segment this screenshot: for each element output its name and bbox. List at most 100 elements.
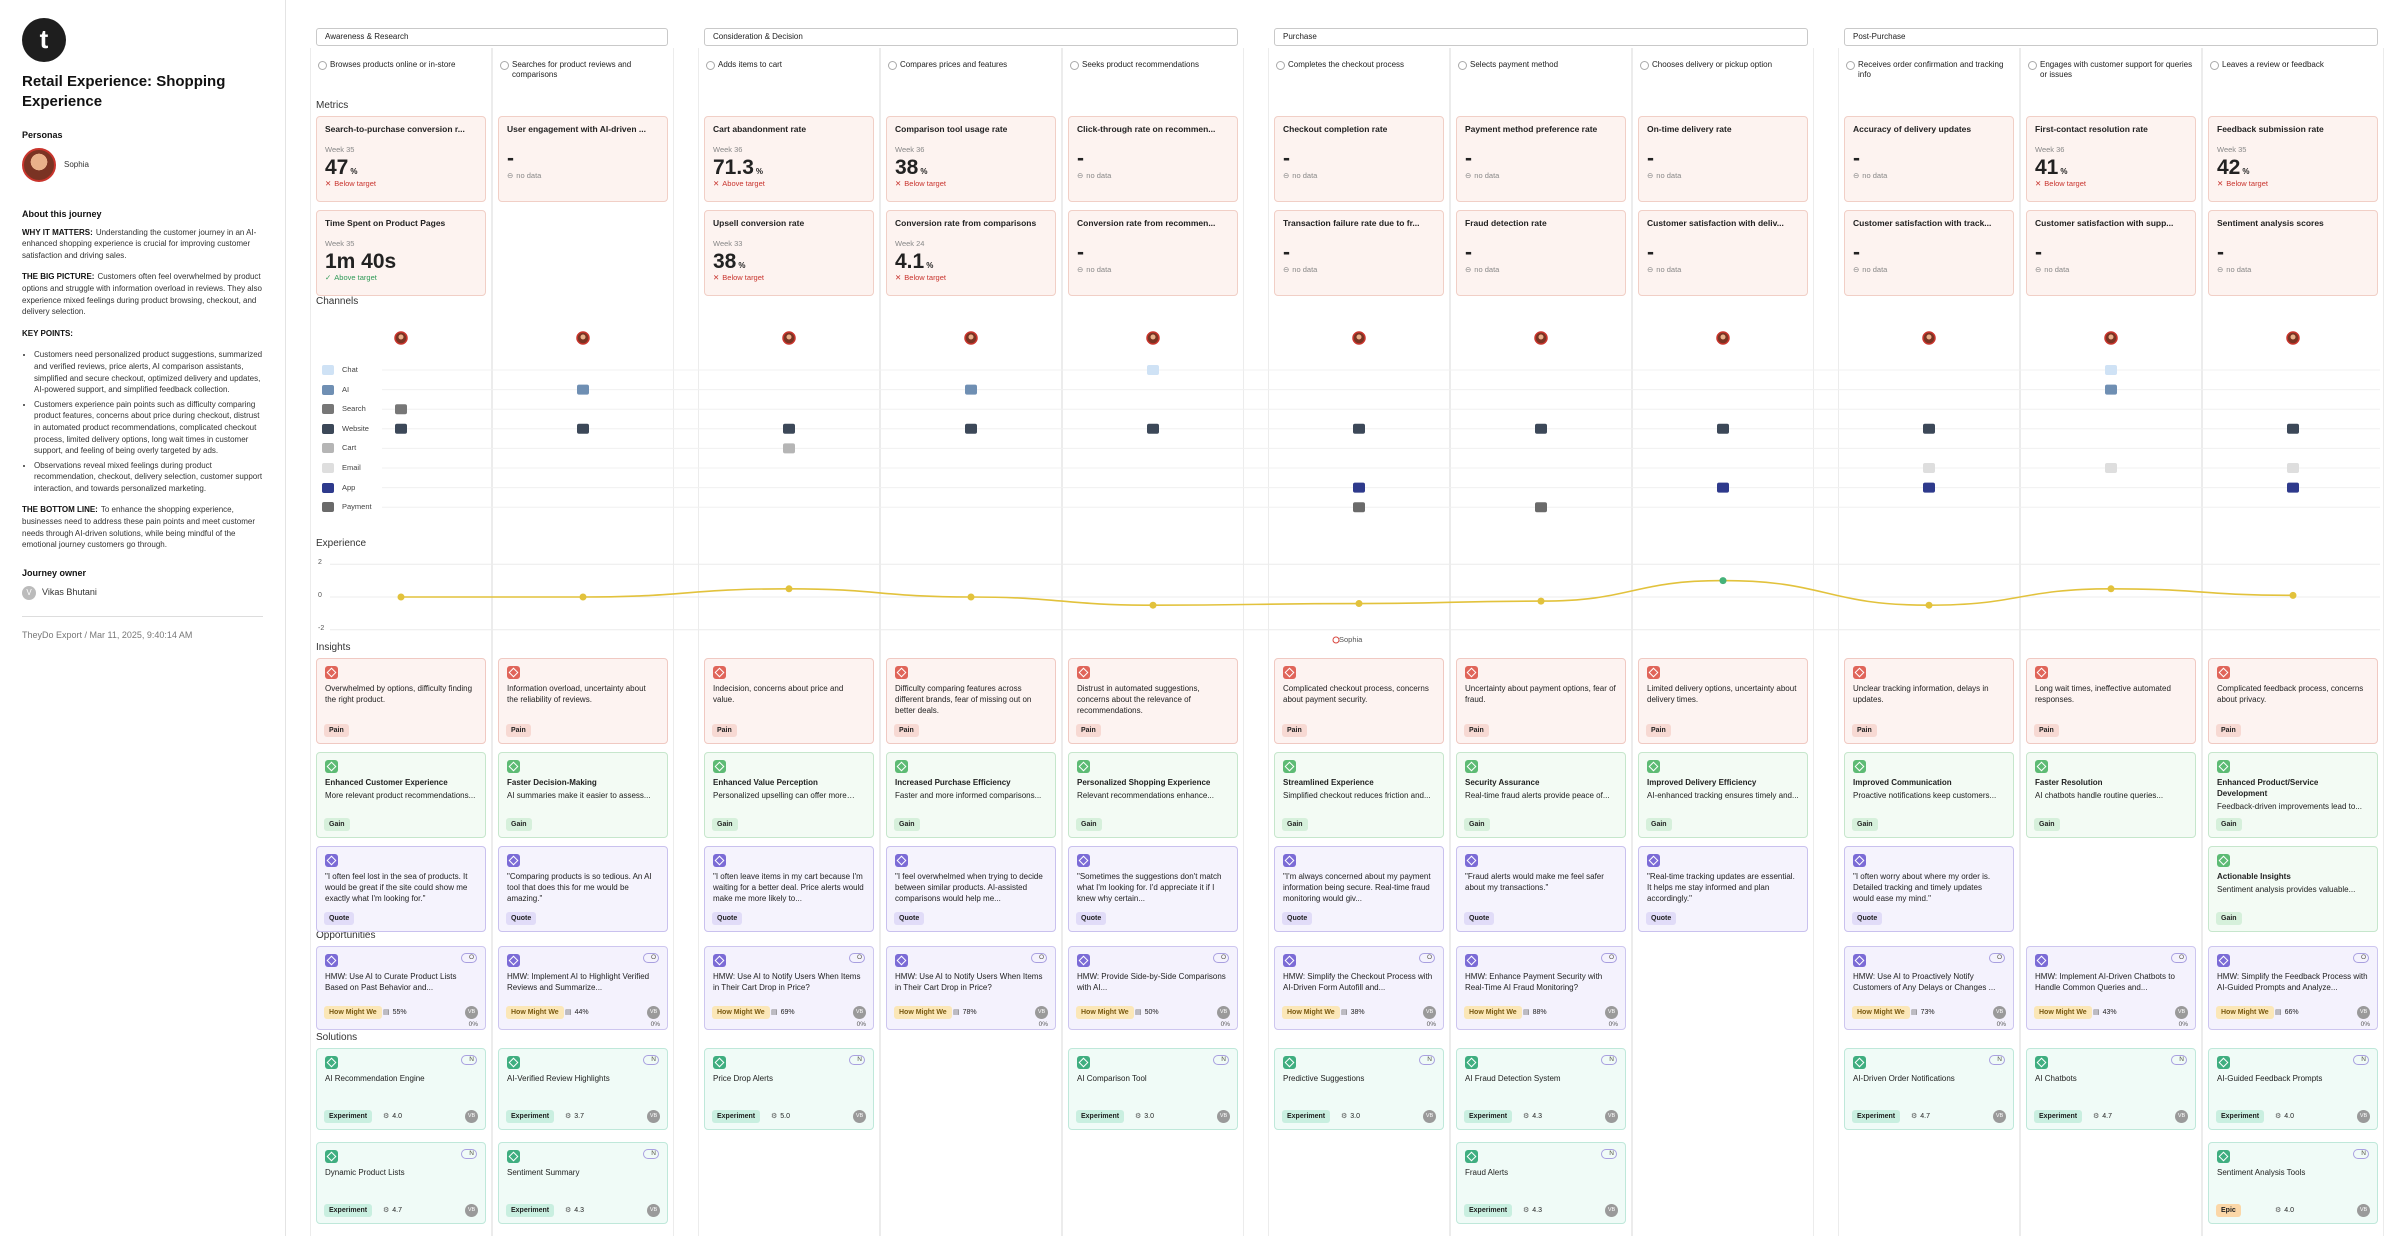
metric-card[interactable]: User engagement with AI-driven ... -no da… bbox=[498, 116, 668, 202]
insight-card[interactable]: Long wait times, ineffective automated r… bbox=[2026, 658, 2196, 744]
metric-card[interactable]: Time Spent on Product Pages Week 35 1m 40s… bbox=[316, 210, 486, 296]
step[interactable]: Compares prices and features bbox=[886, 60, 1056, 86]
opportunity-card[interactable]: O HMW: Use AI to Notify Users When Items … bbox=[704, 946, 874, 1030]
insight-card[interactable]: Faster Resolution AI chatbots handle rout… bbox=[2026, 752, 2196, 838]
insight-card[interactable]: Improved Communication Proactive notifica… bbox=[1844, 752, 2014, 838]
metric-card[interactable]: Customer satisfaction with deliv... -no d… bbox=[1638, 210, 1808, 296]
step[interactable]: Chooses delivery or pickup option bbox=[1638, 60, 1808, 86]
solution-card[interactable]: N AI-Guided Feedback Prompts Experiment 4.0… bbox=[2208, 1048, 2378, 1130]
step[interactable]: Receives order confirmation and tracking… bbox=[1844, 60, 2014, 86]
metric-card[interactable]: Transaction failure rate due to fr... -no… bbox=[1274, 210, 1444, 296]
opportunity-card[interactable]: O HMW: Use AI to Proactively Notify Custo… bbox=[1844, 946, 2014, 1030]
opportunity-card[interactable]: O HMW: Enhance Payment Security with Real… bbox=[1456, 946, 1626, 1030]
step[interactable]: Searches for product reviews and compari… bbox=[498, 60, 668, 86]
step[interactable]: Leaves a review or feedback bbox=[2208, 60, 2378, 86]
insight-card[interactable]: Distrust in automated suggestions, conce… bbox=[1068, 658, 1238, 744]
solution-tag: Experiment bbox=[1464, 1203, 1513, 1217]
solution-card[interactable]: N AI-Verified Review Highlights Experiment… bbox=[498, 1048, 668, 1130]
stage-header[interactable]: Purchase bbox=[1274, 28, 1808, 46]
insight-card[interactable]: Actionable Insights Sentiment analysis pr… bbox=[2208, 846, 2378, 932]
solution-title: Price Drop Alerts bbox=[713, 1074, 774, 1083]
insight-card[interactable]: Security Assurance Real-time fraud alerts… bbox=[1456, 752, 1626, 838]
insight-card[interactable]: "I'm always concerned about my payment i… bbox=[1274, 846, 1444, 932]
metric-card[interactable]: Customer satisfaction with supp... -no da… bbox=[2026, 210, 2196, 296]
solution-card[interactable]: N Sentiment Analysis Tools Epic 4.0 VB bbox=[2208, 1142, 2378, 1224]
solution-card[interactable]: N Sentiment Summary Experiment 4.3 VB bbox=[498, 1142, 668, 1224]
insight-card[interactable]: Faster Decision-Making AI summaries make … bbox=[498, 752, 668, 838]
stage-header[interactable]: Consideration & Decision bbox=[704, 28, 1238, 46]
opportunity-card[interactable]: O HMW: Provide Side-by-Side Comparisons w… bbox=[1068, 946, 1238, 1030]
step[interactable]: Engages with customer support for querie… bbox=[2026, 60, 2196, 86]
metric-title: Customer satisfaction with deliv... bbox=[1647, 218, 1784, 228]
insight-card[interactable]: "I often leave items in my cart because … bbox=[704, 846, 874, 932]
insight-card[interactable]: Limited delivery options, uncertainty ab… bbox=[1638, 658, 1808, 744]
stage-header[interactable]: Awareness & Research bbox=[316, 28, 668, 46]
solution-card[interactable]: N AI Comparison Tool Experiment 3.0 VB bbox=[1068, 1048, 1238, 1130]
insight-card[interactable]: "I feel overwhelmed when trying to decid… bbox=[886, 846, 1056, 932]
metric-card[interactable]: Payment method preference rate -no data bbox=[1456, 116, 1626, 202]
opportunity-card[interactable]: O HMW: Use AI to Curate Product Lists Bas… bbox=[316, 946, 486, 1030]
solution-title: Sentiment Analysis Tools bbox=[2217, 1168, 2306, 1177]
solution-card[interactable]: N Fraud Alerts Experiment 4.3 VB bbox=[1456, 1142, 1626, 1224]
persona[interactable]: Sophia bbox=[22, 147, 263, 182]
insight-card[interactable]: Enhanced Customer Experience More relevan… bbox=[316, 752, 486, 838]
insight-card[interactable]: Indecision, concerns about price and val… bbox=[704, 658, 874, 744]
insight-card[interactable]: "Fraud alerts would make me feel safer a… bbox=[1456, 846, 1626, 932]
opportunity-card[interactable]: O HMW: Implement AI-Driven Chatbots to Ha… bbox=[2026, 946, 2196, 1030]
solution-card[interactable]: N AI-Driven Order Notifications Experiment… bbox=[1844, 1048, 2014, 1130]
step[interactable]: Browses products online or in-store bbox=[316, 60, 486, 86]
opportunity-card[interactable]: O HMW: Use AI to Notify Users When Items … bbox=[886, 946, 1056, 1030]
metric-card[interactable]: On-time delivery rate -no data bbox=[1638, 116, 1808, 202]
insight-card[interactable]: Difficulty comparing features across dif… bbox=[886, 658, 1056, 744]
opportunity-card[interactable]: O HMW: Implement AI to Highlight Verified… bbox=[498, 946, 668, 1030]
step[interactable]: Completes the checkout process bbox=[1274, 60, 1444, 86]
metric-card[interactable]: Feedback submission rate Week 3542%Below … bbox=[2208, 116, 2378, 202]
insight-card[interactable]: Complicated checkout process, concerns a… bbox=[1274, 658, 1444, 744]
metric-card[interactable]: Fraud detection rate -no data bbox=[1456, 210, 1626, 296]
metric-card[interactable]: Conversion rate from recommen... -no data bbox=[1068, 210, 1238, 296]
metric-card[interactable]: Checkout completion rate -no data bbox=[1274, 116, 1444, 202]
insight-card[interactable]: "Sometimes the suggestions don't match w… bbox=[1068, 846, 1238, 932]
insight-card[interactable]: Overwhelmed by options, difficulty findi… bbox=[316, 658, 486, 744]
insight-card[interactable]: Increased Purchase Efficiency Faster and … bbox=[886, 752, 1056, 838]
solution-card[interactable]: N Price Drop Alerts Experiment 5.0 VB bbox=[704, 1048, 874, 1130]
opportunity-card[interactable]: O HMW: Simplify the Feedback Process with… bbox=[2208, 946, 2378, 1030]
insight-card[interactable]: Enhanced Product/Service Development Feed… bbox=[2208, 752, 2378, 838]
step[interactable]: Seeks product recommendations bbox=[1068, 60, 1238, 86]
metric-card[interactable]: Accuracy of delivery updates -no data bbox=[1844, 116, 2014, 202]
insight-card[interactable]: "I often worry about where my order is. … bbox=[1844, 846, 2014, 932]
insight-card[interactable]: "Real-time tracking updates are essentia… bbox=[1638, 846, 1808, 932]
solution-card[interactable]: N AI Recommendation Engine Experiment 4.0 VB bbox=[316, 1048, 486, 1130]
solution-card[interactable]: N AI Chatbots Experiment 4.7 VB bbox=[2026, 1048, 2196, 1130]
metric-card[interactable]: Comparison tool usage rate Week 3638%Belo… bbox=[886, 116, 1056, 202]
insight-card[interactable]: Unclear tracking information, delays in … bbox=[1844, 658, 2014, 744]
insight-card[interactable]: Complicated feedback process, concerns a… bbox=[2208, 658, 2378, 744]
insight-text: Complicated feedback process, concerns a… bbox=[2217, 684, 2364, 704]
metric-card[interactable]: First-contact resolution rate Week 3641%B… bbox=[2026, 116, 2196, 202]
solution-card[interactable]: N Dynamic Product Lists Experiment 4.7 VB bbox=[316, 1142, 486, 1224]
opportunity-card[interactable]: O HMW: Simplify the Checkout Process with… bbox=[1274, 946, 1444, 1030]
insight-card[interactable]: Enhanced Value Perception Personalized up… bbox=[704, 752, 874, 838]
metric-card[interactable]: Conversion rate from comparisons Week 24 4… bbox=[886, 210, 1056, 296]
metric-card[interactable]: Customer satisfaction with track... -no d… bbox=[1844, 210, 2014, 296]
step[interactable]: Selects payment method bbox=[1456, 60, 1626, 86]
insight-card[interactable]: "I often feel lost in the sea of product… bbox=[316, 846, 486, 932]
solution-card[interactable]: N Predictive Suggestions Experiment 3.0 VB bbox=[1274, 1048, 1444, 1130]
metric-card[interactable]: Search-to-purchase conversion r... Week 3… bbox=[316, 116, 486, 202]
metric-card[interactable]: Click-through rate on recommen... -no dat… bbox=[1068, 116, 1238, 202]
owner-name: Vikas Bhutani bbox=[42, 587, 97, 598]
solution-card[interactable]: N AI Fraud Detection System Experiment 4.3 V… bbox=[1456, 1048, 1626, 1130]
insight-card[interactable]: Streamlined Experience Simplified checkou… bbox=[1274, 752, 1444, 838]
opportunity-icon bbox=[1853, 954, 1866, 967]
insight-card[interactable]: Personalized Shopping Experience Relevant… bbox=[1068, 752, 1238, 838]
stage-header[interactable]: Post-Purchase bbox=[1844, 28, 2378, 46]
metric-card[interactable]: Sentiment analysis scores -no data bbox=[2208, 210, 2378, 296]
insight-card[interactable]: Information overload, uncertainty about … bbox=[498, 658, 668, 744]
insight-card[interactable]: Improved Delivery Efficiency AI-enhanced … bbox=[1638, 752, 1808, 838]
opportunity-tag: How Might We bbox=[2034, 1005, 2092, 1019]
insight-card[interactable]: Uncertainty about payment options, fear … bbox=[1456, 658, 1626, 744]
insight-card[interactable]: "Comparing products is so tedious. An AI… bbox=[498, 846, 668, 932]
step[interactable]: Adds items to cart bbox=[704, 60, 874, 86]
